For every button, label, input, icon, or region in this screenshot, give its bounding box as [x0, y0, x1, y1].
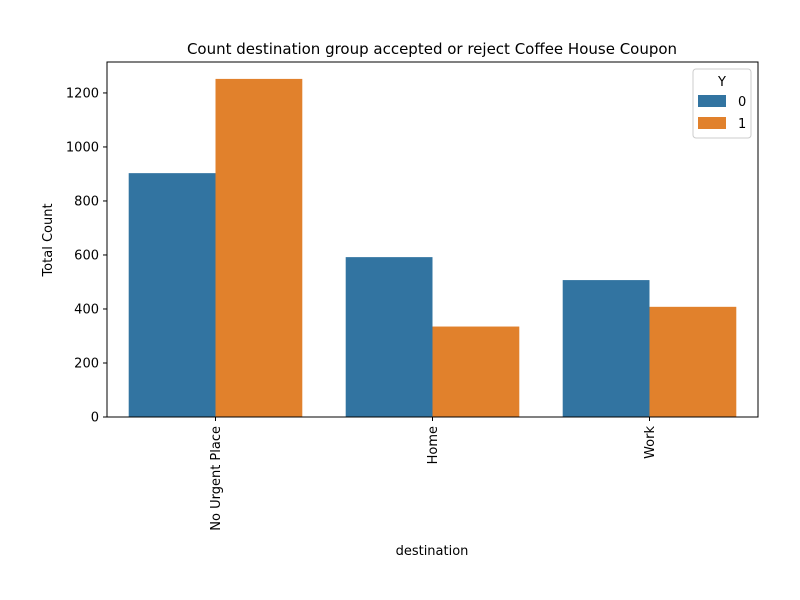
y-axis-label: Total Count: [41, 203, 56, 277]
y-tick-label: 200: [74, 356, 99, 371]
bar-0-0: [128, 173, 216, 417]
y-tick-label: 800: [74, 194, 99, 209]
x-axis: No Urgent Place Home Work: [209, 417, 658, 531]
legend-title: Y: [717, 75, 726, 90]
legend-label-0: 0: [738, 95, 746, 110]
y-tick-label: 0: [91, 411, 99, 426]
y-tick-label: 600: [74, 248, 99, 263]
bars-group: [128, 78, 737, 418]
x-tick-label: Home: [426, 426, 441, 464]
bar-1-2: [649, 306, 737, 417]
plot-frame: [106, 61, 759, 418]
bar-0-1: [345, 257, 433, 417]
legend: Y 0 1: [692, 68, 752, 139]
y-tick-label: 1000: [66, 140, 99, 155]
x-tick-label: Work: [643, 426, 658, 459]
legend-swatch-0: [698, 95, 726, 107]
bar-1-0: [215, 78, 303, 418]
x-tick-label: No Urgent Place: [209, 426, 224, 531]
chart-title: Count destination group accepted or reje…: [187, 40, 677, 58]
bar-1-1: [432, 326, 520, 417]
x-axis-label: destination: [396, 544, 469, 559]
y-tick-label: 1200: [66, 86, 99, 101]
legend-label-1: 1: [738, 117, 746, 132]
bar-0-2: [562, 280, 650, 417]
legend-swatch-1: [698, 117, 726, 129]
y-axis: 0 200 400 600 800 1000 1200: [66, 86, 107, 426]
y-tick-label: 400: [74, 302, 99, 317]
